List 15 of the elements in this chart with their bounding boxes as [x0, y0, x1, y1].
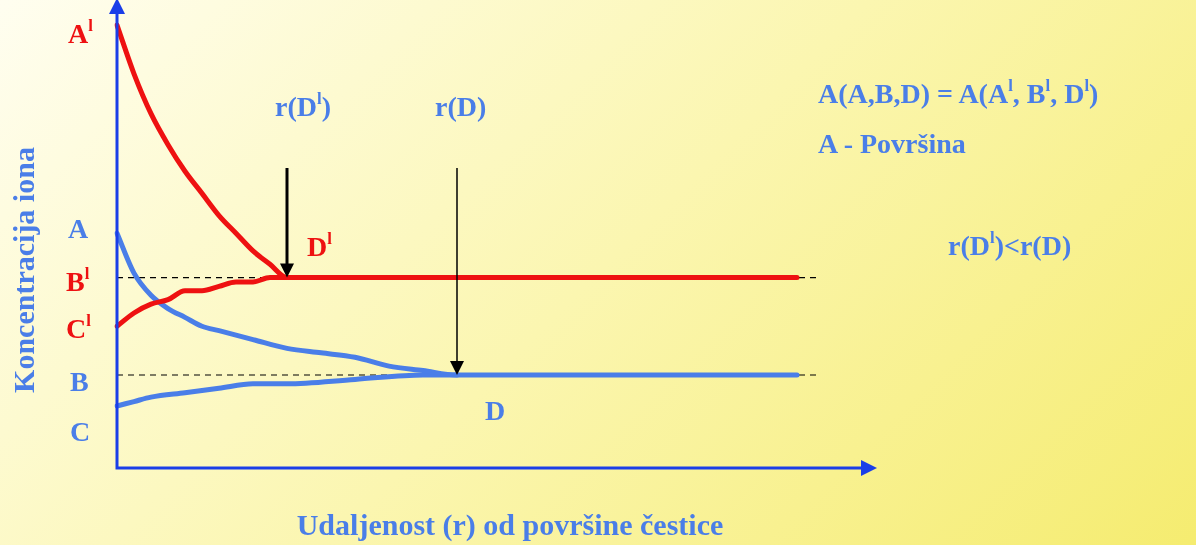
- y-axis-title: Koncentracija iona: [7, 147, 41, 393]
- text: C$^{l}$: [66, 311, 91, 344]
- text: A$^{l}$: [68, 16, 93, 49]
- text: B: [70, 366, 89, 397]
- x-axis-title: Udaljenost (r) od površine čestice: [295, 508, 725, 542]
- annotation: D: [485, 395, 506, 426]
- text: A: [68, 213, 89, 244]
- text: B$^{l}$: [66, 264, 90, 297]
- annotation: r(D): [435, 91, 487, 122]
- annotation: D$^{l}$: [307, 229, 332, 262]
- annotation: A(A,B,D) = A(A$^{l}$, B$^{l}$, D$^{l}$): [818, 76, 1099, 109]
- annotation: r(D$^{l}$): [275, 89, 331, 122]
- text: r(D$^{l}$)<r(D): [948, 228, 1072, 261]
- text: C: [70, 416, 91, 447]
- annotation: A - Površina: [818, 128, 966, 159]
